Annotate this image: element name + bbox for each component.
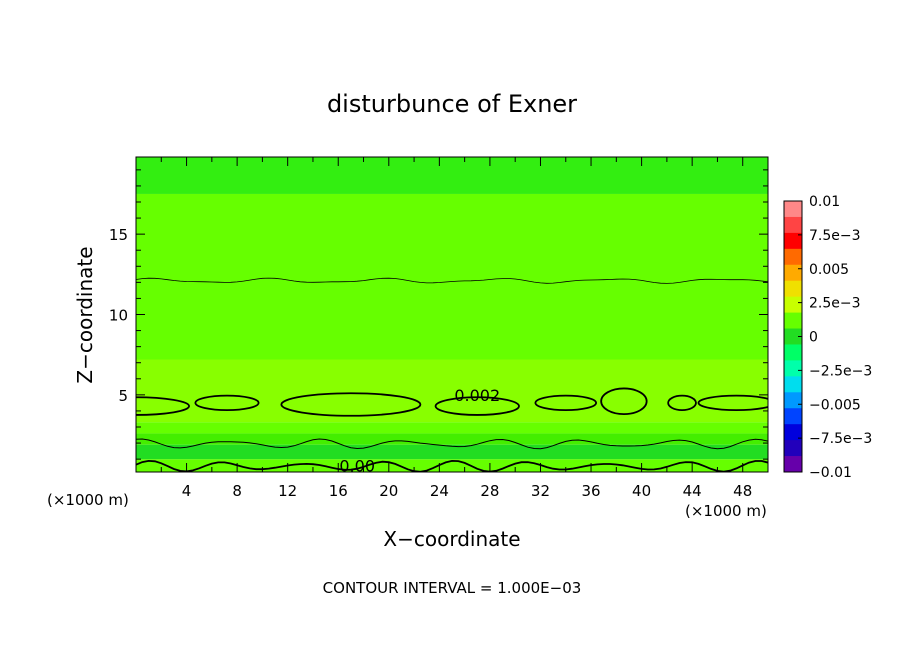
contour-loop-5 <box>600 387 648 416</box>
colorbar-label: 0.01 <box>809 194 840 210</box>
y-axis: 5 10 15 <box>109 169 768 460</box>
colorbar-segment <box>784 280 802 298</box>
contour-band-4 <box>136 359 768 423</box>
contour-band-5 <box>136 193 768 360</box>
contour-loop-6 <box>667 394 697 412</box>
contour-loop-3 <box>434 396 520 416</box>
contour-loop-1 <box>194 394 260 412</box>
contour-band-1 <box>136 444 768 460</box>
contour-band-3 <box>136 422 768 434</box>
x-tick-label: 4 <box>182 482 192 500</box>
x-tick-label: 16 <box>329 482 348 500</box>
contour-loop-2 <box>280 392 422 417</box>
contour-interval: CONTOUR INTERVAL = 1.000E−03 <box>323 579 582 597</box>
x-axis-label: X−coordinate <box>383 527 520 551</box>
colorbar-segment <box>784 264 802 282</box>
x-tick-label: 20 <box>379 482 398 500</box>
colorbar: 0.01 7.5e−3 0.005 2.5e−3 0 −2.5e−3 −0.005 −7.5e… <box>783 194 872 481</box>
colorbar-label: −7.5e−3 <box>809 431 872 447</box>
colorbar-label: 7.5e−3 <box>809 228 861 244</box>
contour-lines <box>136 277 768 472</box>
contour-label-0: 0.002 <box>454 386 500 405</box>
colorbar-segment <box>784 424 802 441</box>
y-tick-label: 5 <box>118 387 128 405</box>
colorbar-segment <box>784 248 802 266</box>
colorbar-label: −0.01 <box>809 465 852 481</box>
contour-line-zero <box>136 459 768 472</box>
contour-band-6 <box>136 157 768 194</box>
y-tick-label: 10 <box>109 307 128 325</box>
chart-title: disturbunce of Exner <box>327 90 577 118</box>
colorbar-segment <box>784 201 802 218</box>
colorbar-segment <box>784 392 802 409</box>
colorbar-segment <box>784 456 802 473</box>
colorbar-segment <box>784 296 802 313</box>
x-unit-right: (×1000 m) <box>685 502 767 520</box>
x-tick-label: 36 <box>581 482 600 500</box>
x-tick-label: 12 <box>278 482 297 500</box>
colorbar-label: −2.5e−3 <box>809 363 872 379</box>
contour-labels: 0.002 0.00 <box>339 386 500 476</box>
x-tick-label: 32 <box>531 482 550 500</box>
x-axis: 4 8 12 16 20 24 28 32 36 40 44 48 <box>160 157 752 500</box>
x-tick-label: 24 <box>430 482 449 500</box>
colorbar-segment <box>784 408 802 425</box>
contour-band-2 <box>136 433 768 445</box>
colorbar-segment <box>784 440 802 457</box>
contour-loop-7 <box>697 394 768 412</box>
colorbar-label: 0.005 <box>809 262 849 278</box>
x-tick-label: 40 <box>632 482 651 500</box>
colorbar-label: −0.005 <box>809 397 861 413</box>
colorbar-label: 2.5e−3 <box>809 296 861 312</box>
colorbar-segment <box>784 232 802 250</box>
contour-label-1: 0.00 <box>339 457 375 476</box>
x-tick-label: 44 <box>683 482 702 500</box>
contour-line-upper <box>136 277 768 284</box>
colorbar-segment <box>784 216 802 234</box>
x-tick-label: 8 <box>232 482 242 500</box>
y-tick-label: 15 <box>109 226 128 244</box>
x-tick-label: 28 <box>480 482 499 500</box>
colorbar-segment <box>784 344 802 361</box>
contour-loop-4 <box>534 394 597 412</box>
contour-line-lower <box>136 438 768 450</box>
y-axis-label: Z−coordinate <box>73 246 97 383</box>
colorbar-segment <box>784 376 802 393</box>
colorbar-segment <box>784 328 802 345</box>
contour-band-0 <box>136 459 768 472</box>
colorbar-segment <box>784 312 802 329</box>
colorbar-label: 0 <box>809 330 818 346</box>
colorbar-segment <box>784 360 802 377</box>
x-tick-label: 48 <box>733 482 752 500</box>
contour-fill <box>136 157 768 472</box>
x-unit-left: (×1000 m) <box>47 491 129 509</box>
